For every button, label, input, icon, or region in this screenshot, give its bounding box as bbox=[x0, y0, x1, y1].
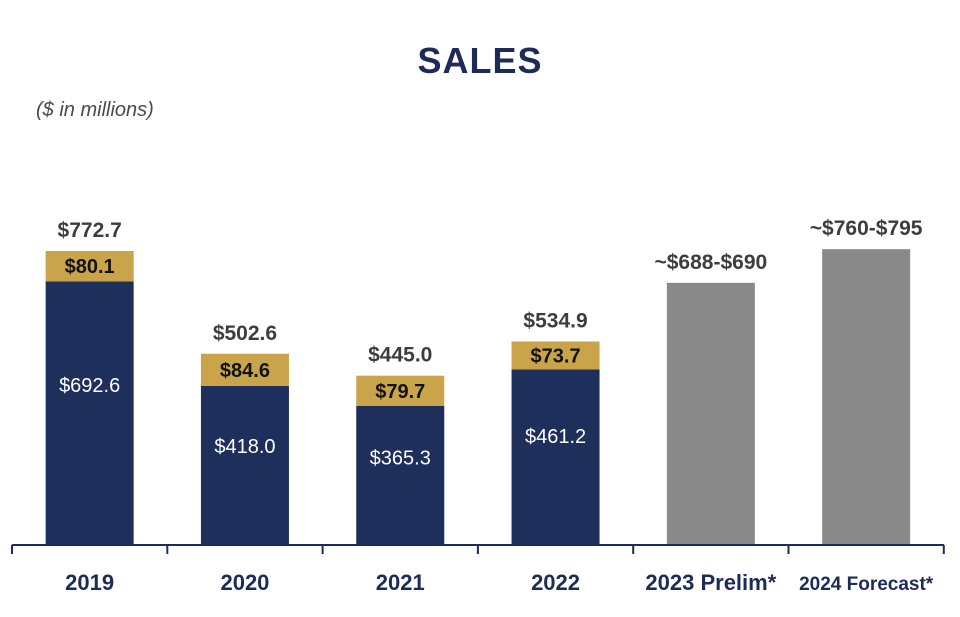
bar-addition-3 bbox=[356, 375, 445, 407]
value-label-addition-2: $84.6 bbox=[220, 360, 270, 382]
total-label-6: ~$760-$795 bbox=[810, 217, 923, 240]
x-tick-label-2: 2020 bbox=[220, 570, 269, 595]
bar-addition-1 bbox=[45, 250, 134, 282]
value-label-addition-4: $73.7 bbox=[531, 345, 581, 367]
x-tick-label-6: 2024 Forecast* bbox=[799, 574, 934, 595]
value-label-base-2: $418.0 bbox=[214, 436, 275, 458]
total-label-3: $445.0 bbox=[368, 344, 432, 367]
value-label-base-3: $365.3 bbox=[370, 447, 431, 469]
total-label-5: ~$688-$690 bbox=[654, 251, 767, 274]
bar-base-4 bbox=[511, 369, 600, 545]
x-tick-label-1: 2019 bbox=[65, 570, 114, 595]
bar-base-3 bbox=[356, 406, 445, 545]
x-tick-label-4: 2022 bbox=[531, 570, 580, 595]
chart-subtitle: ($ in millions) bbox=[36, 99, 154, 121]
x-tick-label-3: 2021 bbox=[376, 570, 425, 595]
bar-estimate-5 bbox=[666, 282, 755, 545]
total-label-1: $772.7 bbox=[58, 219, 122, 242]
bar-base-2 bbox=[200, 385, 289, 545]
x-tick-label-5: 2023 Prelim* bbox=[645, 570, 776, 595]
bar-addition-2 bbox=[200, 353, 289, 386]
value-label-addition-1: $80.1 bbox=[65, 256, 115, 278]
value-label-base-4: $461.2 bbox=[525, 426, 586, 448]
bar-estimate-6 bbox=[822, 249, 911, 545]
value-label-addition-3: $79.7 bbox=[375, 381, 425, 403]
total-label-2: $502.6 bbox=[213, 322, 277, 345]
bar-addition-4 bbox=[511, 341, 600, 370]
bar-base-1 bbox=[45, 281, 134, 545]
value-label-base-1: $692.6 bbox=[59, 375, 120, 397]
chart-title: SALES bbox=[417, 40, 543, 81]
total-label-4: $534.9 bbox=[523, 309, 587, 332]
